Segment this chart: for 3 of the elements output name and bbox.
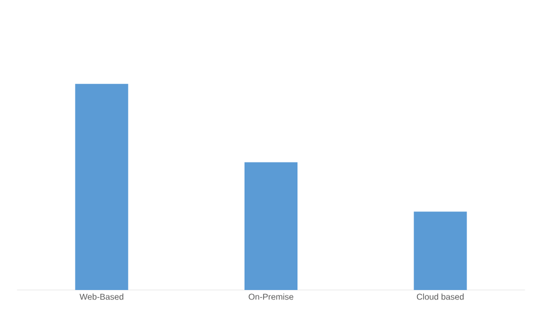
x-tick-label: On-Premise xyxy=(248,294,294,300)
x-tick-label: Web-Based xyxy=(80,294,124,300)
x-tick-label: Cloud based xyxy=(416,294,464,300)
